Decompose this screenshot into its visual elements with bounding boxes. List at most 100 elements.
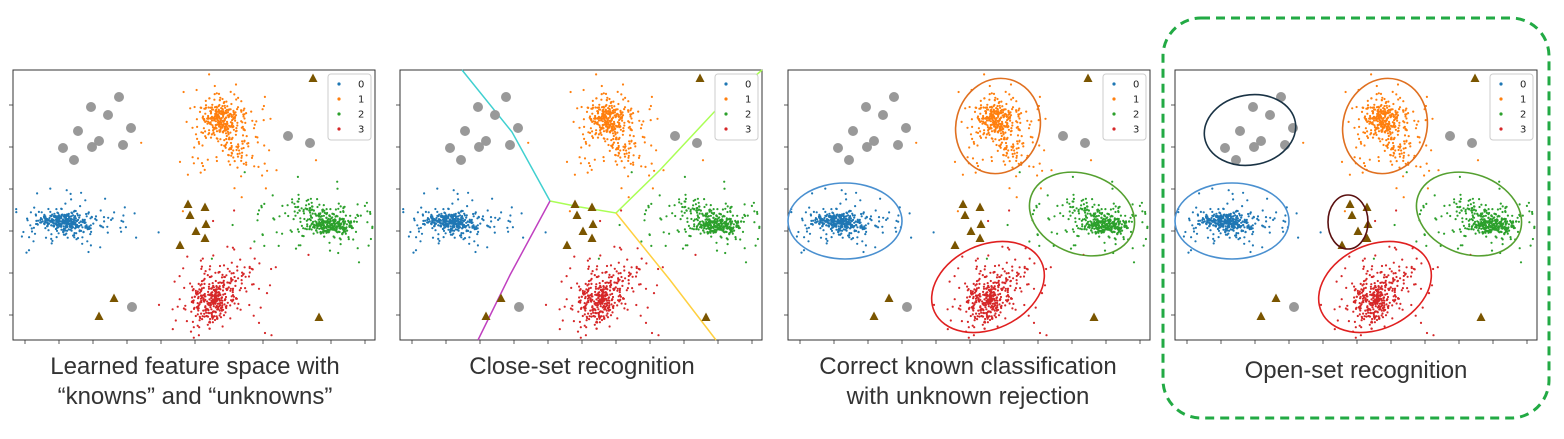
data-point bbox=[314, 220, 317, 223]
data-point bbox=[296, 211, 299, 214]
data-point bbox=[323, 227, 326, 230]
data-point bbox=[208, 298, 211, 301]
data-point bbox=[269, 117, 272, 120]
data-point bbox=[239, 258, 242, 261]
data-point bbox=[1018, 117, 1021, 120]
data-point bbox=[69, 226, 72, 229]
data-point bbox=[54, 222, 57, 225]
data-point bbox=[613, 301, 616, 304]
data-point bbox=[443, 221, 446, 224]
data-point bbox=[204, 298, 207, 301]
data-point bbox=[692, 204, 695, 207]
data-point bbox=[864, 244, 867, 247]
data-point bbox=[743, 203, 746, 206]
data-point bbox=[975, 265, 978, 268]
data-point bbox=[612, 141, 616, 144]
data-point bbox=[305, 199, 308, 202]
data-point bbox=[978, 272, 981, 275]
data-point bbox=[217, 140, 220, 143]
data-point bbox=[967, 288, 970, 291]
data-point bbox=[982, 285, 985, 288]
data-point bbox=[622, 129, 625, 132]
data-point bbox=[454, 221, 457, 224]
data-point bbox=[86, 240, 89, 243]
data-point bbox=[371, 226, 374, 230]
data-point bbox=[1009, 83, 1013, 86]
data-point bbox=[198, 319, 201, 322]
data-point bbox=[354, 230, 358, 233]
data-point bbox=[726, 205, 729, 208]
data-point bbox=[214, 294, 217, 297]
data-point bbox=[569, 267, 572, 270]
data-point bbox=[706, 230, 709, 234]
data-point bbox=[1068, 210, 1071, 213]
data-point bbox=[713, 224, 716, 227]
data-point bbox=[218, 264, 222, 268]
data-point bbox=[611, 129, 614, 132]
data-point bbox=[225, 134, 228, 138]
data-point bbox=[43, 223, 46, 226]
data-point bbox=[217, 271, 220, 274]
data-point bbox=[662, 169, 665, 172]
data-point bbox=[210, 257, 213, 260]
data-point bbox=[240, 120, 243, 123]
axis-ticks bbox=[9, 104, 366, 344]
data-point bbox=[344, 220, 347, 223]
data-point bbox=[409, 230, 412, 234]
data-point bbox=[835, 207, 838, 210]
data-point bbox=[233, 248, 236, 251]
data-point bbox=[612, 274, 615, 277]
data-point bbox=[587, 267, 590, 270]
data-point bbox=[983, 312, 986, 315]
data-point bbox=[1037, 119, 1040, 122]
data-point bbox=[586, 259, 589, 262]
data-point bbox=[622, 98, 625, 101]
data-point bbox=[579, 299, 582, 302]
data-point bbox=[227, 124, 231, 127]
data-point bbox=[657, 267, 660, 271]
data-point bbox=[228, 115, 231, 118]
data-point bbox=[973, 110, 977, 113]
data-point bbox=[81, 242, 84, 245]
data-point bbox=[209, 306, 212, 309]
data-point bbox=[680, 202, 683, 205]
data-point bbox=[230, 272, 233, 275]
data-point bbox=[626, 308, 629, 311]
data-point bbox=[826, 239, 829, 242]
data-point bbox=[620, 112, 623, 115]
data-point bbox=[1001, 301, 1004, 304]
data-point bbox=[352, 238, 355, 241]
data-point bbox=[972, 297, 975, 300]
data-point bbox=[192, 336, 195, 339]
data-point bbox=[590, 119, 593, 122]
data-point bbox=[795, 235, 798, 238]
legend-label: 3 bbox=[358, 125, 364, 136]
unknown-circle-point bbox=[86, 102, 96, 112]
data-point bbox=[1015, 100, 1018, 103]
data-point bbox=[204, 136, 208, 139]
data-point bbox=[1017, 109, 1020, 112]
data-point bbox=[122, 220, 125, 223]
data-point bbox=[1003, 148, 1006, 151]
data-point bbox=[1082, 203, 1085, 206]
data-point bbox=[215, 159, 218, 163]
data-point bbox=[510, 206, 513, 209]
data-point bbox=[613, 105, 616, 108]
data-point bbox=[339, 210, 342, 214]
data-point bbox=[196, 313, 199, 316]
data-point bbox=[261, 174, 264, 177]
data-point bbox=[610, 299, 613, 302]
data-point bbox=[1071, 228, 1074, 231]
data-point bbox=[584, 304, 587, 307]
data-point bbox=[99, 209, 102, 212]
data-point bbox=[51, 239, 54, 242]
data-point bbox=[244, 287, 247, 290]
data-point bbox=[261, 233, 264, 237]
data-point bbox=[243, 266, 246, 269]
data-point bbox=[241, 142, 244, 145]
data-point bbox=[1004, 90, 1007, 93]
data-point bbox=[643, 219, 646, 222]
data-point bbox=[420, 206, 423, 209]
data-point bbox=[1081, 225, 1084, 228]
data-point bbox=[579, 162, 582, 165]
